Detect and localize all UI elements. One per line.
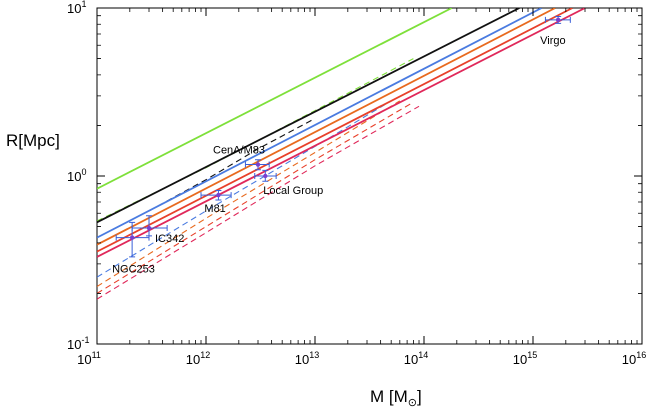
- marker-1: [255, 162, 261, 167]
- marker-2: [263, 173, 268, 179]
- x-tick-label: 1013: [295, 350, 319, 367]
- y-axis-title: R[Mpc]: [6, 131, 60, 150]
- point-label-0: Virgo: [540, 35, 565, 47]
- data-point-5: NGC253: [112, 221, 155, 276]
- point-label-4: IC342: [155, 233, 184, 245]
- points-layer: Virgo CenA/M83 Local Group M81 IC342 NGC253: [112, 16, 571, 276]
- x-tick-label: 1011: [77, 350, 101, 367]
- ticks-layer: 1011 1012 1013 1014 1015 1016 10-1 100 101: [67, 0, 646, 367]
- series-red-orange-dashed: [97, 101, 414, 294]
- x-axis-title-sub: ⊙: [408, 397, 417, 409]
- point-label-1: CenA/M83: [213, 145, 265, 157]
- x-axis-title: M [M⊙]: [370, 387, 422, 409]
- marker-5: [129, 235, 135, 240]
- point-label-2: Local Group: [263, 185, 323, 197]
- point-label-5: NGC253: [112, 264, 155, 276]
- data-point-1: CenA/M83: [213, 145, 270, 171]
- series-orange-solid: [97, 8, 556, 246]
- x-axis-title-main: M [M: [370, 387, 408, 406]
- series-orange-dashed: [97, 100, 401, 287]
- x-tick-label: 1012: [186, 350, 210, 367]
- x-axis-title-close: ]: [417, 387, 422, 406]
- y-tick-label: 100: [67, 167, 86, 184]
- series-blue-dashed: [97, 100, 392, 278]
- x-tick-label: 1015: [513, 350, 537, 367]
- y-tick-label: 10-1: [67, 335, 89, 352]
- series-black-solid: [97, 8, 520, 224]
- data-point-3: M81: [200, 189, 232, 215]
- marker-4: [146, 225, 152, 231]
- series-crimson-dashed: [97, 105, 420, 300]
- series-layer: [97, 8, 586, 300]
- x-tick-label: 1014: [404, 350, 428, 367]
- y-tick-label: 101: [67, 0, 86, 16]
- series-red-orange-solid: [97, 8, 573, 253]
- series-crimson-solid: [97, 8, 586, 258]
- series-green-solid: [97, 8, 453, 190]
- series-blue-solid: [97, 8, 543, 239]
- x-tick-label: 1016: [622, 350, 646, 367]
- marker-3: [216, 192, 221, 198]
- data-point-2: Local Group: [254, 169, 323, 197]
- point-label-3: M81: [204, 203, 225, 215]
- marker-0: [555, 17, 561, 23]
- plot-area: [96, 7, 643, 345]
- data-point-0: Virgo: [540, 16, 571, 47]
